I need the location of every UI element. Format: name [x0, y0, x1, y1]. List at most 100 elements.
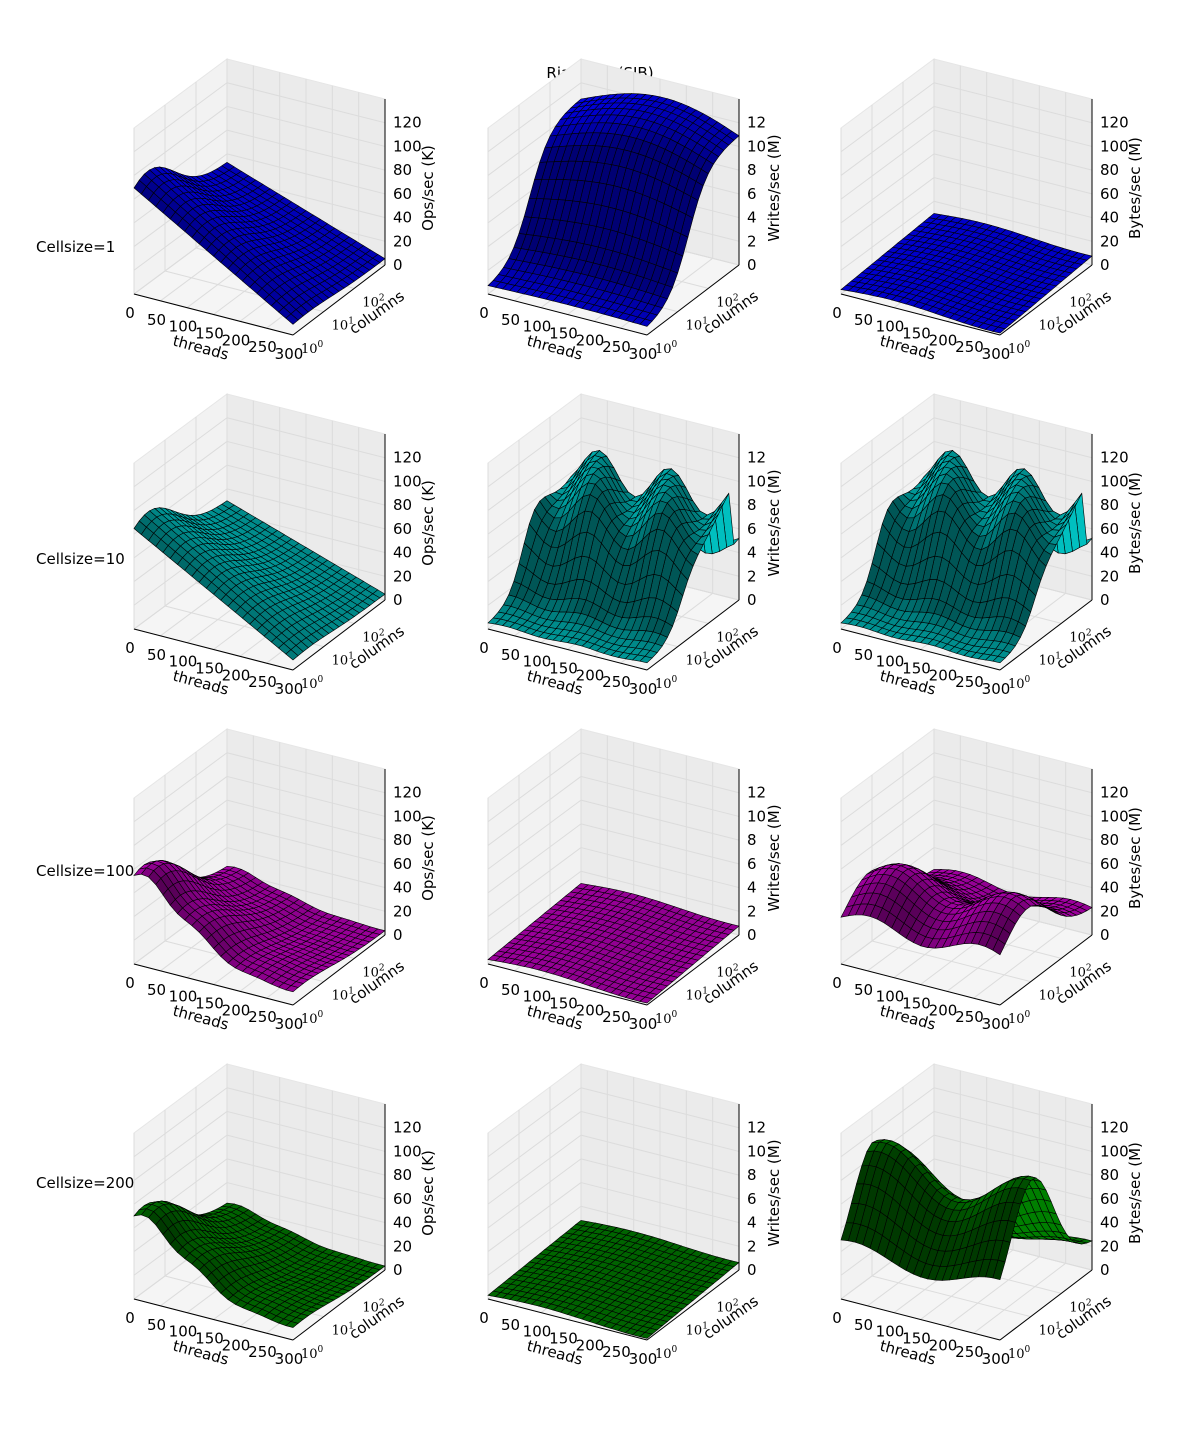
x-axis-line [133, 293, 294, 336]
x-tick-label: 250 [602, 338, 631, 356]
z-axis-label: Bytes/sec (M) [1126, 472, 1144, 574]
y-tick-label: 100 [655, 1010, 678, 1027]
x-tick-label: 300 [629, 1350, 658, 1368]
x-tick-label: 200 [929, 331, 958, 349]
x-tick-label: 300 [629, 345, 658, 363]
z-tick-label: 20 [393, 1237, 412, 1255]
x-tick-label: 300 [982, 345, 1011, 363]
y-tick-label: 102 [1069, 293, 1091, 310]
x-tick-label: 0 [832, 974, 842, 992]
z-tick-label: 60 [1100, 520, 1119, 538]
y-tick-label: 101 [686, 317, 708, 334]
x-tick-label: 50 [147, 981, 166, 999]
z-tick-label: 0 [747, 926, 757, 944]
x-tick-label: 0 [832, 304, 842, 322]
y-tick-label: 100 [301, 675, 324, 692]
x-tick-label: 250 [248, 1008, 277, 1026]
z-tick-label: 40 [393, 879, 412, 897]
z-tick-label: 12 [747, 1119, 766, 1137]
x-tick-label: 250 [602, 673, 631, 691]
y-axis-line [292, 264, 386, 336]
z-axis-label: Ops/sec (K) [419, 480, 437, 566]
x-tick-label: 300 [275, 345, 304, 363]
z-tick-label: 12 [747, 784, 766, 802]
x-tick-label: 250 [248, 673, 277, 691]
z-tick-label: 0 [747, 591, 757, 609]
x-tick-label: 0 [125, 639, 135, 657]
z-tick-label: 20 [1100, 567, 1119, 585]
y-tick-label: 100 [655, 675, 678, 692]
z-tick-label: 40 [393, 209, 412, 227]
x-tick-label: 0 [125, 304, 135, 322]
x-tick-label: 50 [854, 311, 873, 329]
x-tick-label: 300 [275, 680, 304, 698]
z-tick-label: 6 [747, 185, 757, 203]
x-tick-label: 150 [549, 325, 578, 343]
y-tick-label: 100 [301, 340, 324, 357]
surface [133, 162, 386, 325]
y-tick-label: 100 [301, 1345, 324, 1362]
z-tick-label: 20 [1100, 232, 1119, 250]
surface-cell [133, 179, 147, 195]
z-tick-label: 8 [747, 1166, 757, 1184]
y-tick-label: 100 [655, 340, 678, 357]
x-tick-label: 0 [479, 639, 489, 657]
z-tick-label: 0 [747, 1261, 757, 1279]
x-tick-label: 0 [479, 1309, 489, 1327]
x-tick-label: 250 [955, 338, 984, 356]
x-tick-label: 300 [982, 680, 1011, 698]
z-tick-label: 4 [747, 209, 757, 227]
z-tick-label: 10 [747, 1142, 766, 1160]
z-tick-label: 0 [393, 926, 403, 944]
x-tick-label: 0 [832, 639, 842, 657]
z-tick-label: 80 [1100, 161, 1119, 179]
y-tick-label: 101 [332, 317, 354, 334]
z-tick-label: 100 [393, 137, 422, 155]
z-tick-label: 12 [747, 114, 766, 132]
z-tick-label: 2 [747, 1237, 757, 1255]
z-tick-label: 4 [747, 544, 757, 562]
x-tick-label: 300 [629, 680, 658, 698]
z-axis-label: Ops/sec (K) [419, 815, 437, 901]
z-tick-label: 0 [747, 256, 757, 274]
z-tick-label: 4 [747, 1214, 757, 1232]
z-axis-label: Ops/sec (K) [419, 1150, 437, 1236]
x-tick-label: 50 [147, 1316, 166, 1334]
z-tick-label: 80 [393, 831, 412, 849]
x-tick-label: 100 [169, 318, 198, 336]
z-tick-label: 80 [393, 161, 412, 179]
x-tick-label: 50 [501, 646, 520, 664]
x-tick-label: 100 [876, 318, 905, 336]
z-tick-label: 80 [1100, 831, 1119, 849]
x-tick-label: 250 [602, 1008, 631, 1026]
z-axis-label: Bytes/sec (M) [1126, 137, 1144, 239]
y-tick-label: 100 [1008, 340, 1031, 357]
z-tick-label: 120 [393, 1119, 422, 1137]
z-axis-label: Writes/sec (M) [765, 1139, 783, 1246]
y-tick-label: 102 [716, 293, 738, 310]
x-tick-label: 250 [602, 1343, 631, 1361]
z-tick-label: 80 [393, 496, 412, 514]
x-tick-label: 200 [222, 331, 251, 349]
row-label-cellsize-10: Cellsize=10 [36, 550, 125, 568]
x-tick-label: 50 [854, 981, 873, 999]
y-tick-label: 100 [301, 1010, 324, 1027]
z-tick-label: 0 [1100, 926, 1110, 944]
z-tick-label: 80 [1100, 496, 1119, 514]
x-tick-label: 100 [523, 318, 552, 336]
z-tick-label: 10 [747, 137, 766, 155]
z-tick-label: 6 [747, 520, 757, 538]
z-tick-label: 120 [393, 449, 422, 467]
z-tick-label: 6 [747, 1190, 757, 1208]
z-tick-label: 100 [393, 472, 422, 490]
x-tick-label: 300 [629, 1015, 658, 1033]
x-tick-label: 300 [982, 1015, 1011, 1033]
x-tick-label: 50 [501, 981, 520, 999]
z-tick-label: 120 [1100, 114, 1129, 132]
